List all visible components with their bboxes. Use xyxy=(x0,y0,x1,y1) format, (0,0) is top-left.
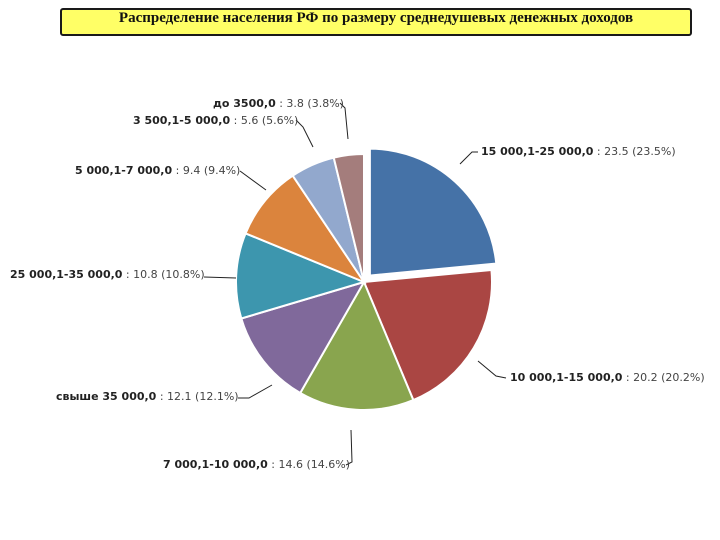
slice-data-label: 25 000,1-35 000,0 : 10.8 (10.8%) xyxy=(10,268,205,281)
pie-slice xyxy=(298,279,415,411)
chart-title-box: Распределение населения РФ по размеру ср… xyxy=(60,8,692,36)
pie-slice xyxy=(332,152,365,283)
slice-data-label: 7 000,1-10 000,0 : 14.6 (14.6%) xyxy=(163,458,350,471)
leader-line xyxy=(238,384,273,399)
slice-data-label: 10 000,1-15 000,0 : 20.2 (20.2%) xyxy=(510,371,705,384)
leader-line xyxy=(477,360,507,379)
pie-slice xyxy=(367,146,499,278)
slice-data-label: 15 000,1-25 000,0 : 23.5 (23.5%) xyxy=(481,145,676,158)
slice-data-label: свыше 35 000,0 : 12.1 (12.1%) xyxy=(56,390,239,403)
leader-line xyxy=(295,119,314,148)
pie-slice xyxy=(244,174,367,285)
pie-slice xyxy=(235,232,368,320)
leader-line xyxy=(203,276,237,279)
slice-data-label: до 3500,0 : 3.8 (3.8%) xyxy=(213,97,344,110)
pie-slice xyxy=(362,268,493,402)
slice-data-label: 5 000,1-7 000,0 : 9.4 (9.4%) xyxy=(75,164,240,177)
chart-title: Распределение населения РФ по размеру ср… xyxy=(118,10,634,26)
leader-line xyxy=(339,102,349,140)
slice-data-label: 3 500,1-5 000,0 : 5.6 (5.6%) xyxy=(133,114,298,127)
leader-line xyxy=(459,151,478,165)
leader-line xyxy=(239,170,267,191)
leader-line xyxy=(345,429,353,466)
